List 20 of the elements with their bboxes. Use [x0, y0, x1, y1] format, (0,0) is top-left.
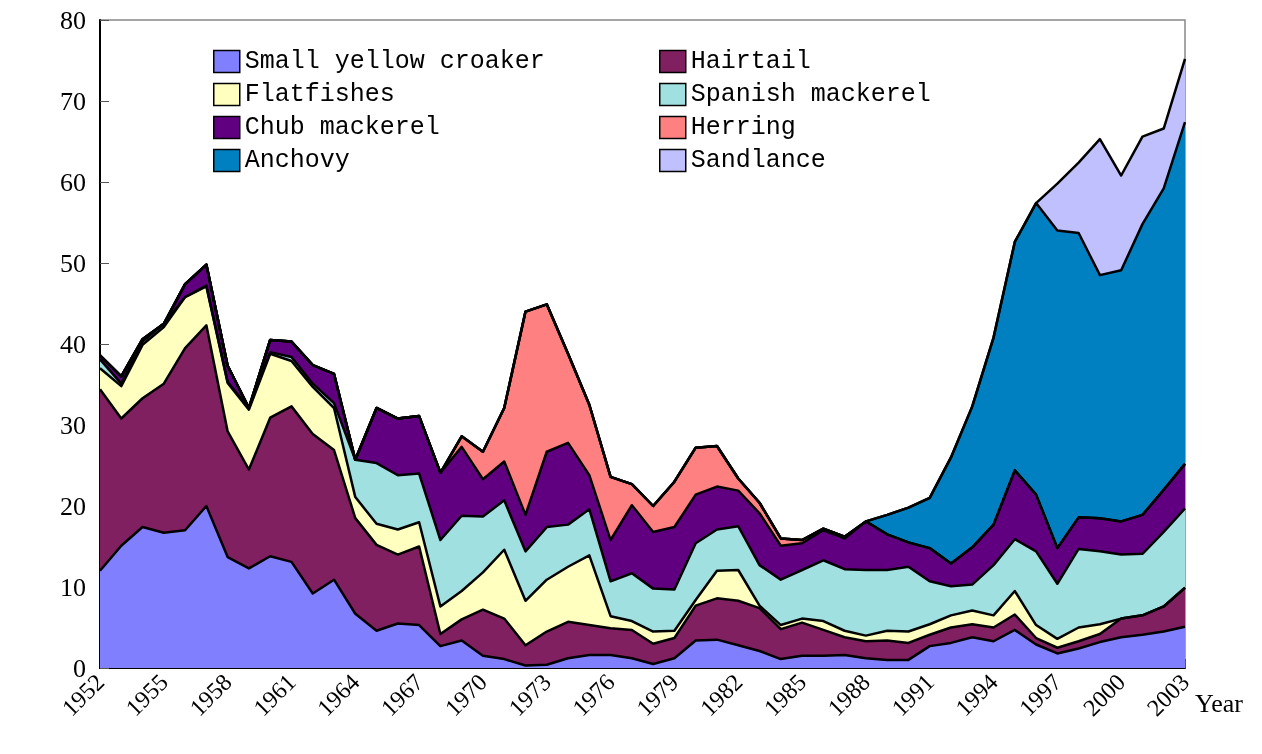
y-tick-label: 10 — [60, 572, 86, 602]
legend-label: Anchovy — [244, 146, 350, 175]
y-tick-label: 30 — [60, 410, 86, 440]
legend-label: Sandlance — [690, 146, 826, 175]
legend-label: Hairtail — [690, 47, 811, 76]
legend-label: Small yellow croaker — [244, 47, 545, 76]
legend-label: Spanish mackerel — [690, 80, 931, 109]
y-tick-label: 80 — [60, 5, 86, 35]
y-tick-label: 20 — [60, 491, 86, 521]
x-tick-label: 1991 — [886, 668, 939, 722]
legend-label: Chub mackerel — [244, 113, 440, 142]
y-tick-label: 70 — [60, 86, 86, 116]
x-tick-label: 1961 — [248, 668, 301, 722]
x-axis-title: Year — [1195, 688, 1244, 718]
legend-label: Flatfishes — [244, 80, 395, 109]
y-tick-label: 0 — [73, 653, 86, 683]
y-tick-label: 60 — [60, 167, 86, 197]
legend-label: Herring — [690, 113, 796, 142]
y-tick-label: 50 — [60, 248, 86, 278]
y-tick-label: 40 — [60, 329, 86, 359]
